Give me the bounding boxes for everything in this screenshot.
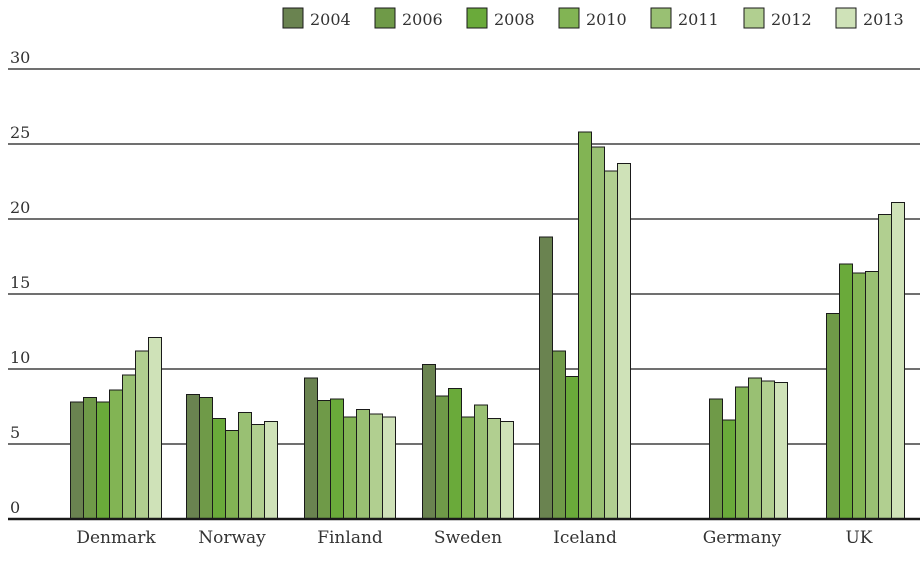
- y-tick-label: 15: [10, 273, 30, 292]
- legend-label-2010: 2010: [586, 10, 627, 29]
- bars: [70, 131, 905, 520]
- y-tick-label: 0: [10, 498, 20, 517]
- legend-label-2011: 2011: [678, 10, 719, 29]
- bar-norway-2013: [264, 421, 278, 520]
- legend-swatch-2013: [835, 7, 857, 29]
- bar-sweden-2013: [500, 421, 514, 520]
- bar-sweden-2010: [461, 416, 475, 520]
- bar-finland-2004: [304, 377, 318, 520]
- bar-finland-2008: [330, 398, 344, 520]
- y-tick-label: 10: [10, 348, 30, 367]
- bar-uk-2008: [839, 263, 853, 520]
- bar-iceland-2010: [578, 131, 592, 520]
- legend-label-2008: 2008: [494, 10, 535, 29]
- y-tick-label: 30: [10, 48, 30, 67]
- legend-swatch-2010: [558, 7, 580, 29]
- bar-norway-2004: [186, 394, 200, 520]
- bar-norway-2008: [212, 418, 226, 520]
- bar-iceland-2006: [552, 350, 566, 520]
- bar-iceland-2013: [617, 163, 631, 520]
- bar-germany-2012: [761, 380, 775, 520]
- bar-uk-2013: [891, 202, 905, 520]
- legend-label-2013: 2013: [863, 10, 904, 29]
- bar-sweden-2011: [474, 404, 488, 520]
- category-label: Germany: [703, 528, 782, 548]
- legend-swatch-2008: [466, 7, 488, 29]
- y-axis-ticks: 0 5 10 15 20 25 30: [10, 48, 30, 517]
- y-tick-label: 25: [10, 123, 30, 142]
- bar-iceland-2004: [539, 236, 553, 520]
- bar-denmark-2008: [96, 401, 110, 520]
- bar-finland-2011: [356, 409, 370, 520]
- category-label: Sweden: [434, 528, 502, 548]
- bar-uk-2010: [852, 272, 866, 520]
- bar-norway-2006: [199, 397, 213, 520]
- bar-uk-2012: [878, 214, 892, 520]
- bar-finland-2013: [382, 416, 396, 520]
- bar-denmark-2011: [122, 374, 136, 520]
- category-label: Denmark: [76, 528, 156, 548]
- category-label: Finland: [317, 528, 383, 548]
- y-tick-label: 20: [10, 198, 30, 217]
- bar-sweden-2012: [487, 418, 501, 520]
- legend: 2004 2006 2008 2010 2011 2012 2013: [282, 7, 904, 29]
- legend-swatch-2011: [650, 7, 672, 29]
- bar-denmark-2012: [135, 350, 149, 520]
- bar-denmark-2013: [148, 337, 162, 520]
- bar-germany-2011: [748, 377, 762, 520]
- category-label: Iceland: [553, 528, 617, 548]
- bar-norway-2010: [225, 430, 239, 520]
- bar-germany-2008: [722, 419, 736, 520]
- bar-iceland-2011: [591, 146, 605, 520]
- category-label: Norway: [198, 528, 266, 548]
- legend-swatch-2006: [374, 7, 396, 29]
- legend-label-2004: 2004: [310, 10, 351, 29]
- bar-finland-2006: [317, 400, 331, 520]
- bar-germany-2006: [709, 398, 723, 520]
- bar-finland-2012: [369, 413, 383, 520]
- bar-iceland-2012: [604, 170, 618, 520]
- bar-norway-2011: [238, 412, 252, 520]
- bar-sweden-2006: [435, 395, 449, 520]
- bar-denmark-2006: [83, 397, 97, 520]
- bar-finland-2010: [343, 416, 357, 520]
- category-label: UK: [845, 528, 872, 548]
- bar-denmark-2010: [109, 389, 123, 520]
- legend-label-2012: 2012: [771, 10, 812, 29]
- bar-norway-2012: [251, 424, 265, 520]
- x-axis-categories: Denmark Norway Finland Sweden Iceland Germany…: [76, 528, 872, 548]
- bar-sweden-2008: [448, 388, 462, 520]
- bar-iceland-2008: [565, 376, 579, 520]
- y-tick-label: 5: [10, 423, 20, 442]
- bar-denmark-2004: [70, 401, 84, 520]
- bar-germany-2010: [735, 386, 749, 520]
- bar-sweden-2004: [422, 364, 436, 520]
- legend-swatch-2004: [282, 7, 304, 29]
- legend-swatch-2012: [743, 7, 765, 29]
- bar-uk-2011: [865, 271, 879, 520]
- bar-germany-2013: [774, 382, 788, 520]
- bar-uk-2006: [826, 313, 840, 520]
- legend-label-2006: 2006: [402, 10, 443, 29]
